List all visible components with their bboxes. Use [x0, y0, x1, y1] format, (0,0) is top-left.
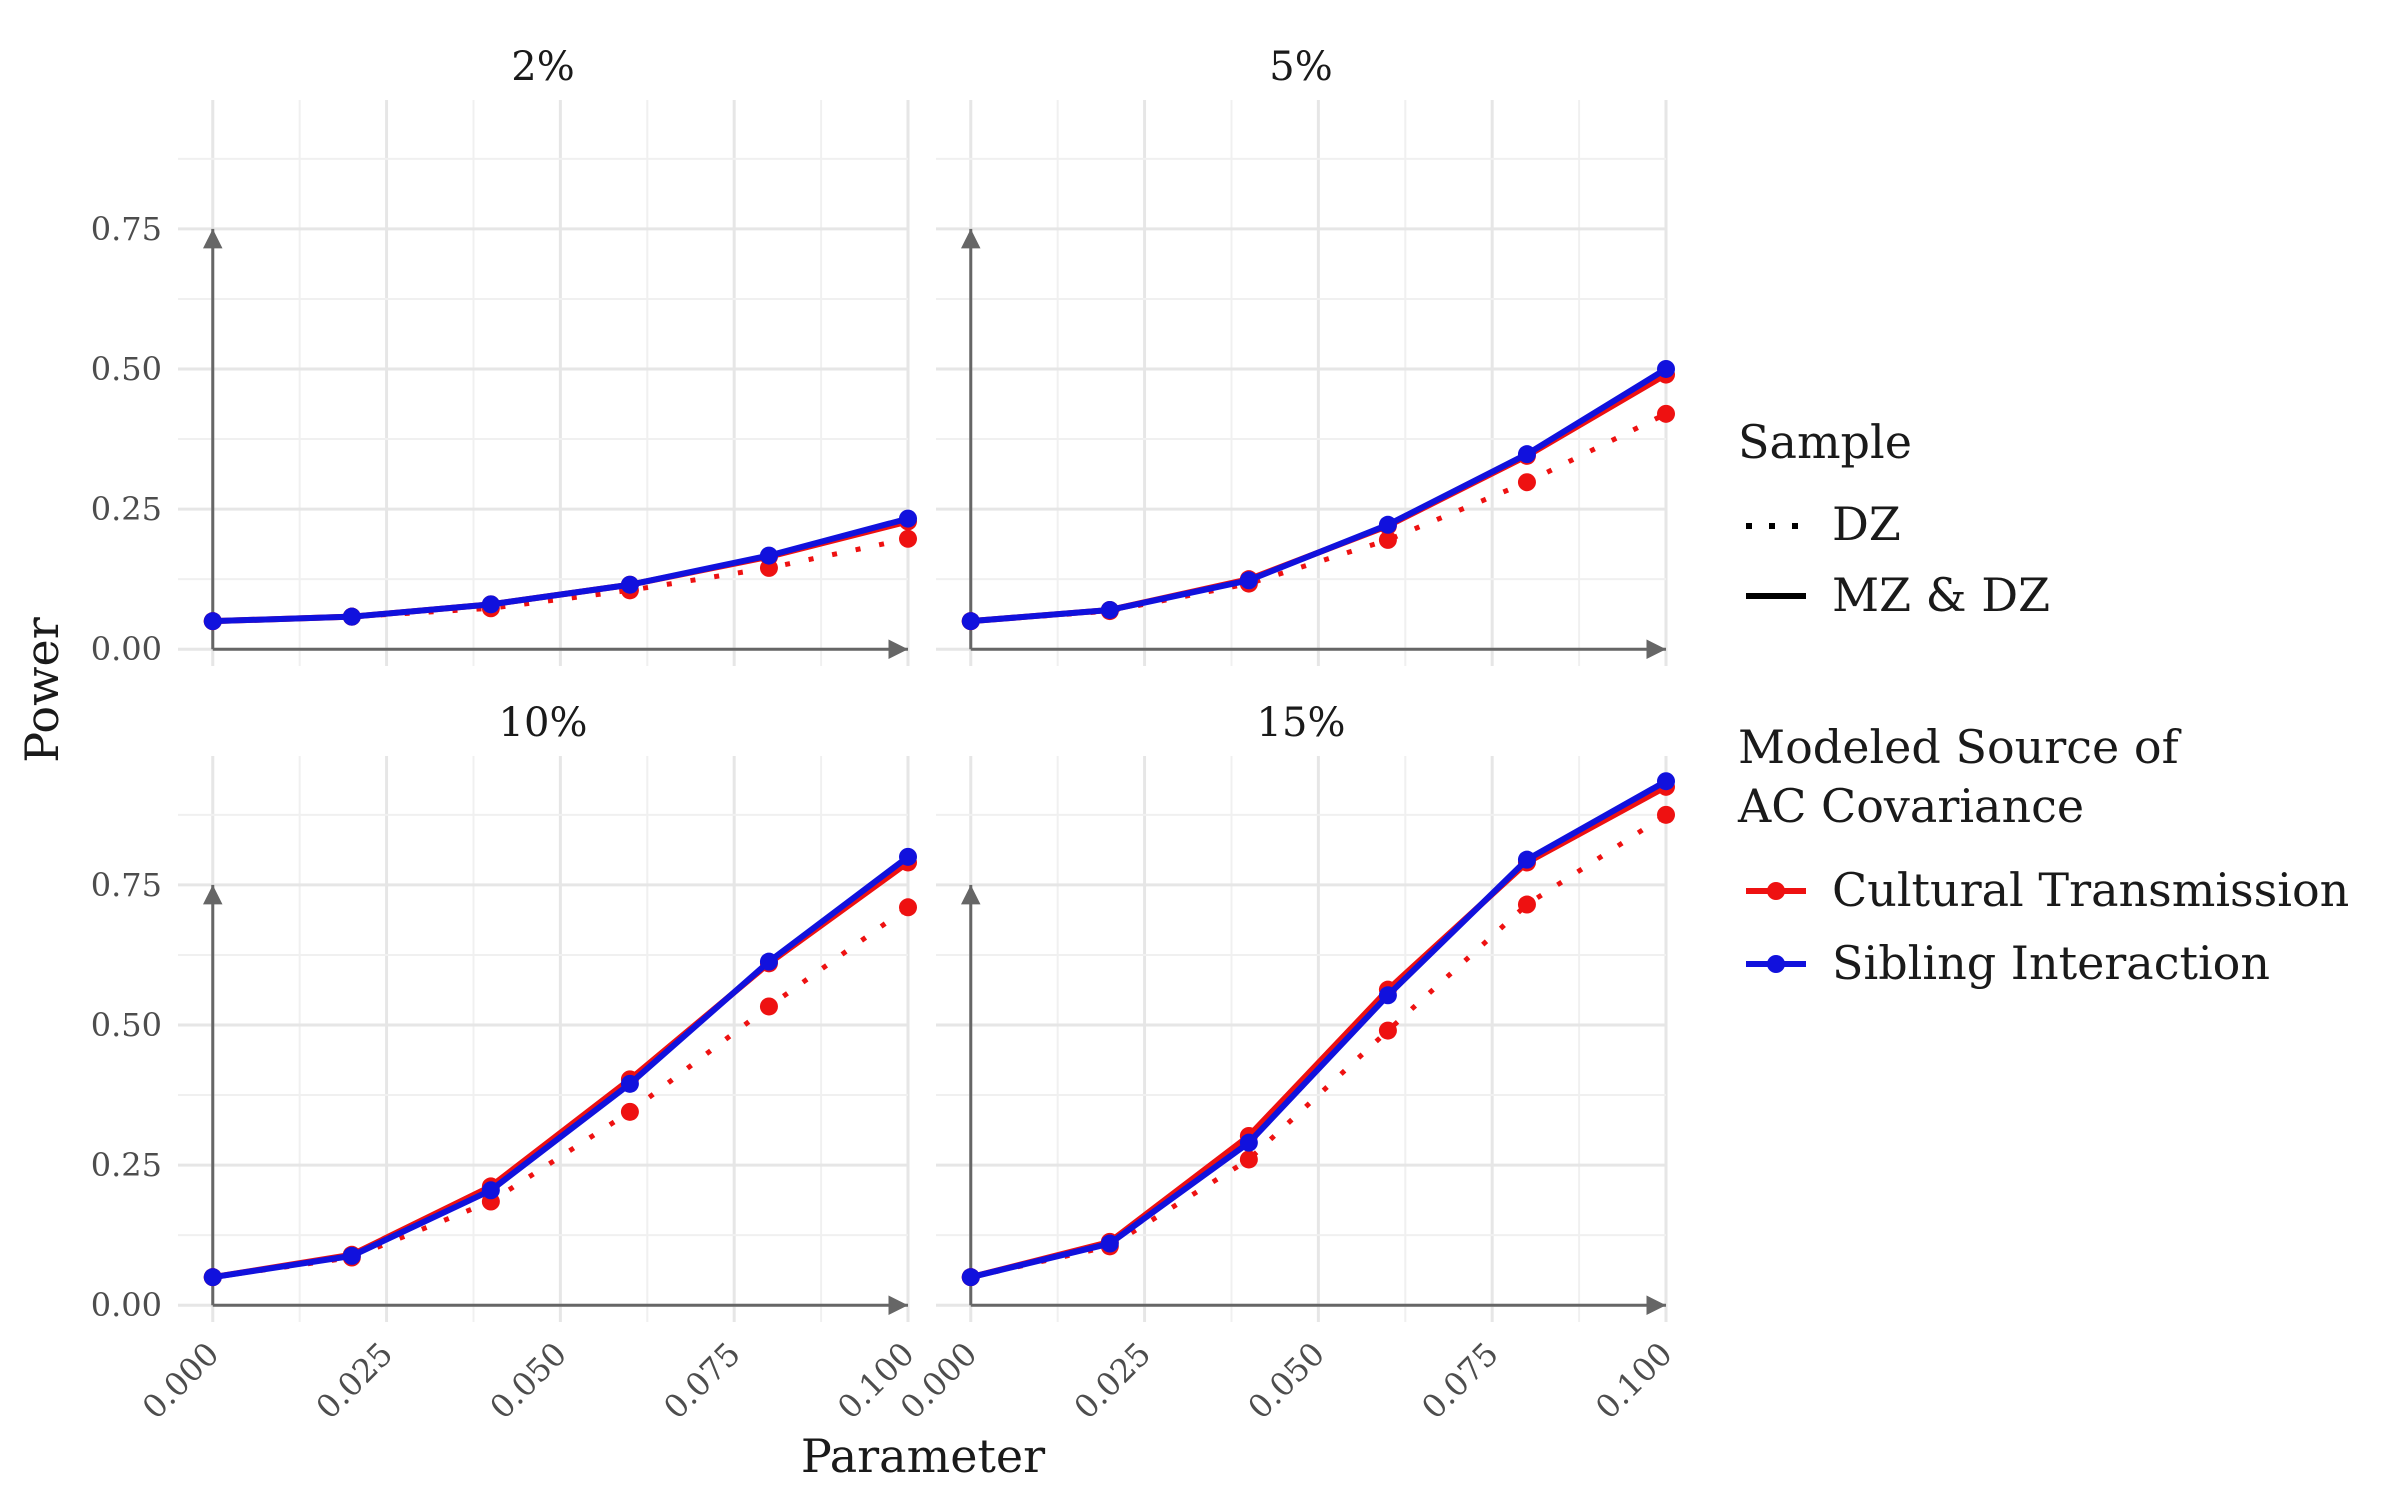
x-tick-label: 0.075	[1414, 1335, 1506, 1427]
x-tick-label: 0.025	[309, 1335, 401, 1427]
y-tick-label: 0.75	[91, 866, 162, 904]
data-point-sibling-interaction-mz-dz	[899, 509, 917, 528]
y-tick-label: 0.00	[91, 630, 162, 668]
panel-title: 2%	[511, 44, 574, 90]
legend-sample-title: Sample	[1738, 415, 1912, 469]
legend-dz-label: DZ	[1832, 497, 1901, 551]
series-line-sibling-interaction-mz-dz	[970, 778, 1668, 1281]
panel-title: 15%	[1257, 700, 1346, 746]
data-point-cultural-transmission-dz	[759, 997, 778, 1016]
x-tick-label: 0.050	[1240, 1335, 1332, 1427]
data-point-cultural-transmission-dz	[1657, 404, 1675, 423]
data-point-sibling-interaction-mz-dz	[1378, 986, 1397, 1005]
legend-mzdz-label: MZ & DZ	[1832, 568, 2050, 622]
legend-sibling-label: Sibling Interaction	[1832, 936, 2270, 990]
legend-source-title-line1: Modeled Source of	[1738, 720, 2182, 774]
data-point-cultural-transmission-dz	[1378, 1021, 1397, 1040]
x-axis-title: Parameter	[801, 1429, 1045, 1483]
series-line-sibling-interaction-mz-dz	[212, 515, 909, 625]
data-point-sibling-interaction-mz-dz	[620, 1074, 639, 1093]
panel-title: 10%	[499, 700, 588, 746]
data-point-cultural-transmission-dz	[1517, 895, 1536, 914]
data-point-sibling-interaction-mz-dz	[1378, 515, 1397, 534]
data-point-sibling-interaction-mz-dz	[342, 1246, 361, 1265]
data-point-sibling-interaction-mz-dz	[203, 1268, 222, 1287]
x-tick-label: 0.050	[482, 1335, 574, 1427]
legend-source-title-line2: AC Covariance	[1737, 779, 2084, 833]
data-point-sibling-interaction-mz-dz	[1657, 772, 1675, 791]
series-line-sibling-interaction-mz-dz	[970, 366, 1668, 625]
panel-2: 5%	[936, 44, 1675, 666]
data-point-cultural-transmission-dz	[1239, 1150, 1258, 1169]
data-point-sibling-interaction-mz-dz	[1100, 1234, 1119, 1253]
data-point-sibling-interaction-mz-dz	[961, 1268, 980, 1287]
data-point-cultural-transmission-dz	[899, 529, 917, 548]
data-point-sibling-interaction-mz-dz	[342, 607, 361, 626]
data-point-sibling-interaction-mz-dz	[759, 952, 778, 971]
x-tick-label: 0.025	[1067, 1335, 1159, 1427]
data-point-cultural-transmission-dz	[1657, 805, 1675, 824]
x-tick-label: 0.075	[656, 1335, 748, 1427]
data-point-cultural-transmission-dz	[1517, 473, 1536, 492]
data-point-sibling-interaction-mz-dz	[481, 595, 500, 614]
panels-layer: 2% 0.00 0.25 0.50 0.75 5% 10% 0.00 0.25 0.50 0.75 0…	[91, 44, 1680, 1426]
legend-sibling-marker	[1767, 955, 1785, 973]
panel-1: 2% 0.00 0.25 0.50 0.75	[91, 44, 917, 668]
y-tick-label: 0.50	[91, 1006, 162, 1044]
y-tick-label: 0.25	[91, 1146, 162, 1184]
data-point-sibling-interaction-mz-dz	[1239, 1133, 1258, 1152]
data-point-sibling-interaction-mz-dz	[620, 575, 639, 594]
data-point-sibling-interaction-mz-dz	[759, 546, 778, 565]
y-axis-title: Power	[15, 617, 69, 762]
data-point-cultural-transmission-dz	[1378, 530, 1397, 549]
data-point-sibling-interaction-mz-dz	[1517, 850, 1536, 869]
data-point-cultural-transmission-dz	[620, 1102, 639, 1121]
y-tick-label: 0.75	[91, 210, 162, 248]
data-point-sibling-interaction-mz-dz	[899, 847, 917, 866]
legend-cultural-marker	[1767, 882, 1785, 900]
x-tick-label: 0.000	[135, 1335, 227, 1427]
data-point-sibling-interaction-mz-dz	[1517, 445, 1536, 464]
y-tick-label: 0.00	[91, 1286, 162, 1324]
panel-4: 15%0.000 0.025 0.050 0.075 0.100	[893, 700, 1680, 1426]
legend-source: Modeled Source of AC Covariance Cultural…	[1737, 720, 2349, 990]
y-tick-label: 0.25	[91, 490, 162, 528]
y-tick-label: 0.50	[91, 350, 162, 388]
x-tick-label: 0.100	[1588, 1335, 1680, 1427]
data-point-sibling-interaction-mz-dz	[203, 612, 222, 631]
legend-cultural-label: Cultural Transmission	[1832, 863, 2349, 917]
data-point-sibling-interaction-mz-dz	[1239, 571, 1258, 590]
data-point-sibling-interaction-mz-dz	[1657, 359, 1675, 378]
data-point-sibling-interaction-mz-dz	[1100, 600, 1119, 619]
series-line-sibling-interaction-mz-dz	[212, 854, 910, 1281]
panel-3: 10%0.000.250.500.750.000 0.025 0.050 0.075 0…	[91, 700, 922, 1426]
data-point-cultural-transmission-dz	[899, 898, 917, 917]
data-point-sibling-interaction-mz-dz	[961, 612, 980, 631]
panel-title: 5%	[1269, 44, 1332, 90]
legend-sample: Sample DZ MZ & DZ	[1738, 415, 2050, 622]
data-point-sibling-interaction-mz-dz	[481, 1181, 500, 1200]
series-line-cultural-transmission-dz	[970, 411, 1668, 624]
